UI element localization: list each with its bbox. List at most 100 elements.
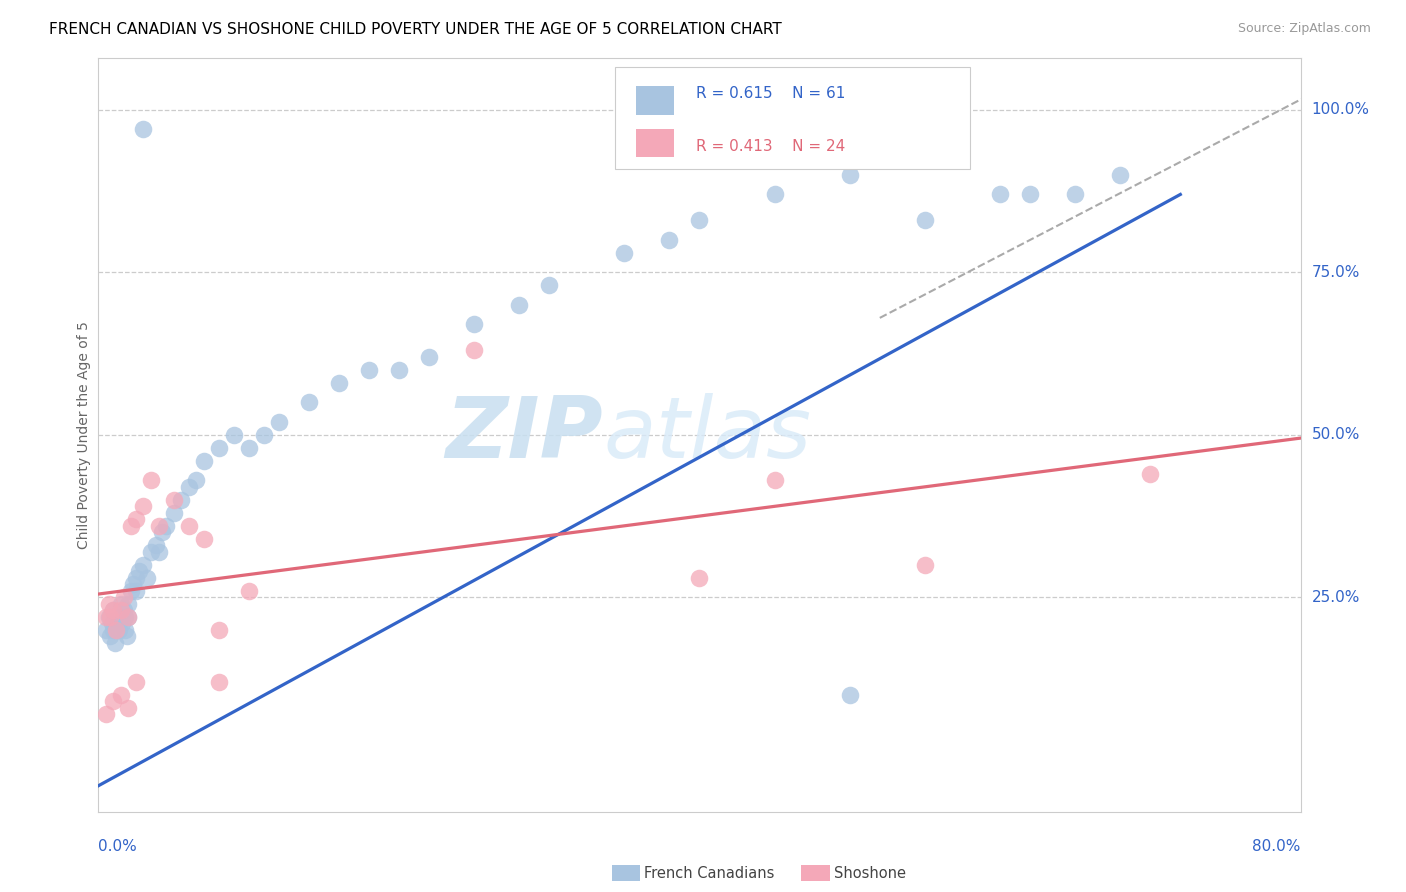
Point bbox=[208, 441, 231, 455]
Point bbox=[117, 609, 139, 624]
Y-axis label: Child Poverty Under the Age of 5: Child Poverty Under the Age of 5 bbox=[77, 321, 91, 549]
Point bbox=[988, 187, 1011, 202]
Point bbox=[122, 577, 145, 591]
Point bbox=[538, 278, 561, 293]
Text: 75.0%: 75.0% bbox=[1312, 265, 1360, 280]
Point bbox=[463, 318, 485, 332]
Text: 80.0%: 80.0% bbox=[1253, 839, 1301, 855]
Point bbox=[94, 623, 117, 637]
Point bbox=[177, 518, 200, 533]
Point bbox=[101, 616, 124, 631]
Point bbox=[162, 506, 184, 520]
Point bbox=[253, 428, 276, 442]
Point bbox=[139, 545, 162, 559]
Text: 0.0%: 0.0% bbox=[98, 839, 138, 855]
Point bbox=[1064, 187, 1087, 202]
Point bbox=[914, 558, 936, 572]
Point bbox=[100, 629, 122, 643]
Point bbox=[111, 616, 134, 631]
Point bbox=[125, 571, 148, 585]
Point bbox=[103, 603, 125, 617]
Text: FRENCH CANADIAN VS SHOSHONE CHILD POVERTY UNDER THE AGE OF 5 CORRELATION CHART: FRENCH CANADIAN VS SHOSHONE CHILD POVERT… bbox=[49, 22, 782, 37]
Point bbox=[463, 343, 485, 358]
Bar bbox=[636, 87, 675, 114]
Point bbox=[1109, 168, 1132, 182]
Point bbox=[110, 609, 132, 624]
Point bbox=[132, 122, 155, 136]
Point bbox=[145, 538, 167, 552]
Point bbox=[121, 583, 143, 598]
Point bbox=[105, 623, 128, 637]
Point bbox=[103, 694, 125, 708]
Text: 50.0%: 50.0% bbox=[1312, 427, 1360, 442]
Point bbox=[94, 707, 117, 722]
Point bbox=[184, 473, 207, 487]
Point bbox=[162, 492, 184, 507]
Point bbox=[110, 603, 132, 617]
Text: 100.0%: 100.0% bbox=[1312, 103, 1369, 118]
Point bbox=[155, 518, 177, 533]
Point bbox=[110, 597, 132, 611]
Point bbox=[128, 564, 150, 578]
Point bbox=[114, 623, 136, 637]
Point bbox=[1019, 187, 1042, 202]
Point bbox=[150, 525, 173, 540]
Point bbox=[222, 428, 245, 442]
Point bbox=[132, 500, 155, 514]
Text: atlas: atlas bbox=[603, 393, 811, 476]
Point bbox=[107, 616, 129, 631]
Text: 25.0%: 25.0% bbox=[1312, 590, 1360, 605]
Point bbox=[104, 636, 127, 650]
Text: Source: ZipAtlas.com: Source: ZipAtlas.com bbox=[1237, 22, 1371, 36]
Point bbox=[688, 571, 710, 585]
Point bbox=[388, 363, 411, 377]
Point bbox=[103, 603, 125, 617]
Point bbox=[763, 473, 786, 487]
Point bbox=[94, 609, 117, 624]
Point bbox=[298, 395, 321, 409]
Point bbox=[177, 480, 200, 494]
Text: Shoshone: Shoshone bbox=[834, 866, 905, 880]
Point bbox=[100, 609, 122, 624]
Point bbox=[193, 454, 215, 468]
Bar bbox=[636, 129, 675, 158]
Point bbox=[125, 583, 148, 598]
Point bbox=[103, 623, 125, 637]
Point bbox=[112, 591, 135, 605]
Text: R = 0.413    N = 24: R = 0.413 N = 24 bbox=[696, 138, 845, 153]
Point bbox=[114, 609, 136, 624]
Point bbox=[613, 246, 636, 260]
Point bbox=[110, 688, 132, 702]
Point bbox=[97, 609, 120, 624]
Point bbox=[357, 363, 380, 377]
Point bbox=[1139, 467, 1161, 481]
Point bbox=[238, 441, 260, 455]
Point bbox=[658, 233, 681, 247]
Point bbox=[148, 518, 170, 533]
Point bbox=[688, 213, 710, 227]
Point bbox=[838, 688, 860, 702]
Point bbox=[115, 629, 138, 643]
Point bbox=[508, 298, 530, 312]
Point bbox=[208, 674, 231, 689]
Point bbox=[267, 415, 290, 429]
Point bbox=[838, 168, 860, 182]
Point bbox=[117, 700, 139, 714]
Point bbox=[97, 597, 120, 611]
Point bbox=[238, 583, 260, 598]
Text: ZIP: ZIP bbox=[446, 393, 603, 476]
Point bbox=[193, 532, 215, 546]
Point bbox=[132, 558, 155, 572]
Point bbox=[139, 473, 162, 487]
Point bbox=[208, 623, 231, 637]
Point bbox=[117, 597, 139, 611]
Text: R = 0.615    N = 61: R = 0.615 N = 61 bbox=[696, 86, 845, 101]
Point bbox=[135, 571, 157, 585]
Point bbox=[763, 187, 786, 202]
Point bbox=[170, 492, 193, 507]
Text: French Canadians: French Canadians bbox=[644, 866, 775, 880]
Point bbox=[125, 674, 148, 689]
Point bbox=[117, 609, 139, 624]
Point bbox=[328, 376, 350, 390]
Point bbox=[108, 623, 131, 637]
